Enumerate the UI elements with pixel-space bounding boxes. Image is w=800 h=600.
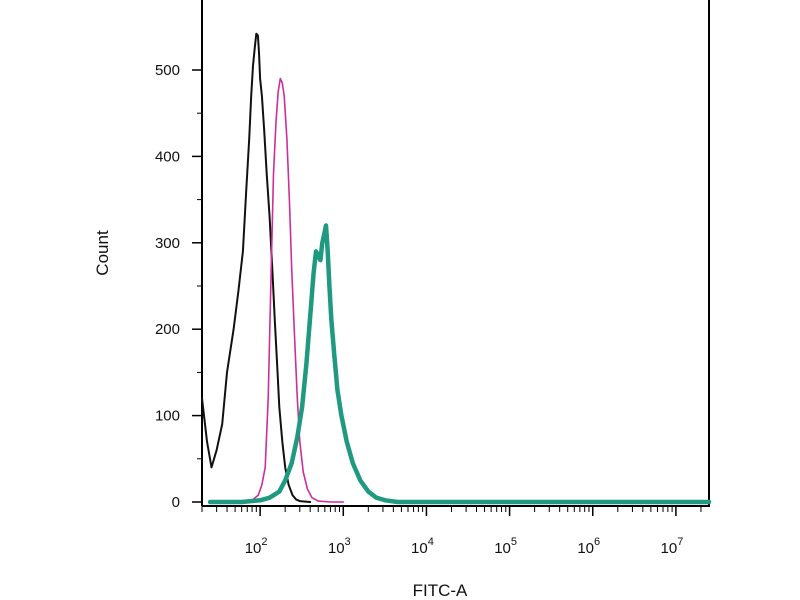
x-tick-base: 10 bbox=[494, 540, 511, 557]
x-tick-label: 107 bbox=[661, 536, 684, 557]
y-axis-title: Count bbox=[93, 230, 112, 276]
x-tick-base: 10 bbox=[245, 540, 262, 557]
series-line-3 bbox=[207, 223, 712, 505]
x-tick-base: 10 bbox=[577, 540, 594, 557]
x-tick-label: 103 bbox=[328, 536, 351, 557]
y-tick-label: 400 bbox=[155, 148, 180, 165]
plot-frame bbox=[201, 0, 710, 507]
x-tick-exponent: 7 bbox=[677, 536, 683, 548]
y-tick-label: 0 bbox=[172, 494, 180, 511]
x-axis-title: FITC-A bbox=[413, 581, 468, 600]
x-tick-base: 10 bbox=[661, 540, 678, 557]
x-tick-label: 104 bbox=[411, 536, 434, 557]
x-tick-exponent: 2 bbox=[261, 536, 267, 548]
series-layer bbox=[201, 32, 712, 505]
x-tick-base: 10 bbox=[411, 540, 428, 557]
y-tick-label: 500 bbox=[155, 62, 180, 79]
y-tick-label: 200 bbox=[155, 321, 180, 338]
x-tick-label: 102 bbox=[245, 536, 268, 557]
x-tick-label: 106 bbox=[577, 536, 600, 557]
x-tick-base: 10 bbox=[328, 540, 345, 557]
series-line-1 bbox=[201, 32, 312, 503]
x-axis-ticks: 102 103 104 105 106 107 bbox=[201, 506, 702, 557]
x-tick-exponent: 6 bbox=[594, 536, 600, 548]
x-tick-exponent: 3 bbox=[345, 536, 351, 548]
y-axis-ticks: 0 100 200 300 400 500 bbox=[155, 62, 202, 511]
y-tick-label: 300 bbox=[155, 235, 180, 252]
series-line-2 bbox=[209, 77, 345, 503]
y-tick-label: 100 bbox=[155, 408, 180, 425]
x-tick-exponent: 4 bbox=[428, 536, 434, 548]
x-tick-label: 105 bbox=[494, 536, 517, 557]
x-tick-exponent: 5 bbox=[511, 536, 517, 548]
